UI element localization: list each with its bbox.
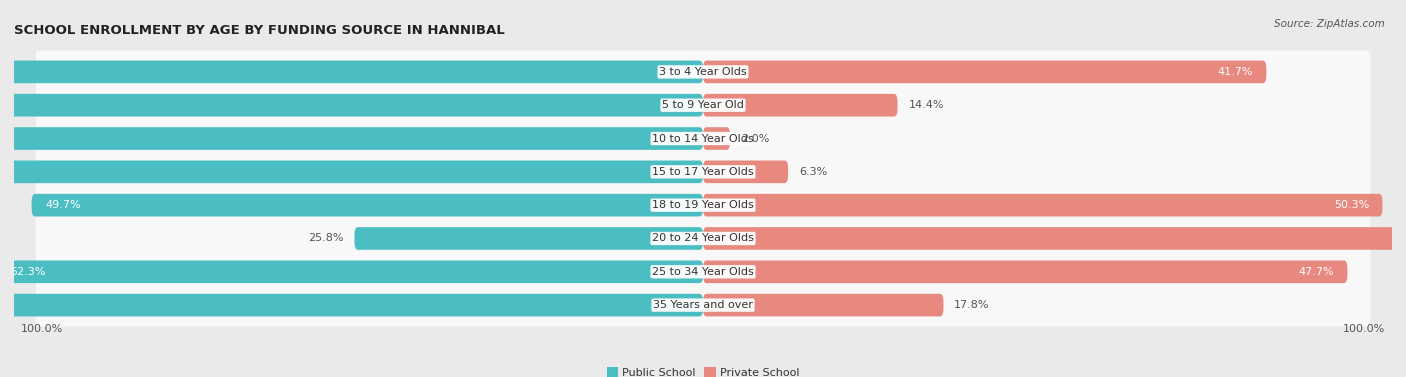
Text: 35 Years and over: 35 Years and over — [652, 300, 754, 310]
Text: 50.3%: 50.3% — [1334, 200, 1369, 210]
FancyBboxPatch shape — [703, 127, 730, 150]
FancyBboxPatch shape — [354, 227, 703, 250]
Text: 49.7%: 49.7% — [45, 200, 80, 210]
FancyBboxPatch shape — [0, 94, 703, 116]
FancyBboxPatch shape — [703, 227, 1406, 250]
FancyBboxPatch shape — [35, 117, 1371, 160]
FancyBboxPatch shape — [35, 51, 1371, 93]
Text: 25.8%: 25.8% — [308, 233, 343, 244]
Text: 41.7%: 41.7% — [1218, 67, 1253, 77]
FancyBboxPatch shape — [0, 161, 703, 183]
Text: 100.0%: 100.0% — [1343, 324, 1385, 334]
FancyBboxPatch shape — [0, 294, 703, 316]
Text: 5 to 9 Year Old: 5 to 9 Year Old — [662, 100, 744, 110]
FancyBboxPatch shape — [35, 250, 1371, 293]
FancyBboxPatch shape — [35, 184, 1371, 227]
FancyBboxPatch shape — [31, 194, 703, 216]
FancyBboxPatch shape — [703, 194, 1382, 216]
Text: 25 to 34 Year Olds: 25 to 34 Year Olds — [652, 267, 754, 277]
Text: 20 to 24 Year Olds: 20 to 24 Year Olds — [652, 233, 754, 244]
FancyBboxPatch shape — [35, 217, 1371, 260]
Text: SCHOOL ENROLLMENT BY AGE BY FUNDING SOURCE IN HANNIBAL: SCHOOL ENROLLMENT BY AGE BY FUNDING SOUR… — [14, 24, 505, 37]
FancyBboxPatch shape — [35, 150, 1371, 193]
Text: 18 to 19 Year Olds: 18 to 19 Year Olds — [652, 200, 754, 210]
Legend: Public School, Private School: Public School, Private School — [606, 367, 800, 377]
FancyBboxPatch shape — [703, 261, 1347, 283]
Text: 17.8%: 17.8% — [955, 300, 990, 310]
FancyBboxPatch shape — [35, 84, 1371, 127]
Text: 100.0%: 100.0% — [21, 324, 63, 334]
Text: 3 to 4 Year Olds: 3 to 4 Year Olds — [659, 67, 747, 77]
Text: 14.4%: 14.4% — [908, 100, 943, 110]
Text: 15 to 17 Year Olds: 15 to 17 Year Olds — [652, 167, 754, 177]
FancyBboxPatch shape — [0, 127, 703, 150]
Text: 2.0%: 2.0% — [741, 133, 769, 144]
FancyBboxPatch shape — [703, 294, 943, 316]
Text: 10 to 14 Year Olds: 10 to 14 Year Olds — [652, 133, 754, 144]
Text: Source: ZipAtlas.com: Source: ZipAtlas.com — [1274, 19, 1385, 29]
FancyBboxPatch shape — [0, 61, 703, 83]
FancyBboxPatch shape — [703, 94, 897, 116]
Text: 6.3%: 6.3% — [799, 167, 827, 177]
FancyBboxPatch shape — [703, 61, 1267, 83]
Text: 52.3%: 52.3% — [10, 267, 45, 277]
FancyBboxPatch shape — [0, 261, 703, 283]
Text: 47.7%: 47.7% — [1298, 267, 1334, 277]
FancyBboxPatch shape — [35, 284, 1371, 326]
FancyBboxPatch shape — [703, 161, 789, 183]
